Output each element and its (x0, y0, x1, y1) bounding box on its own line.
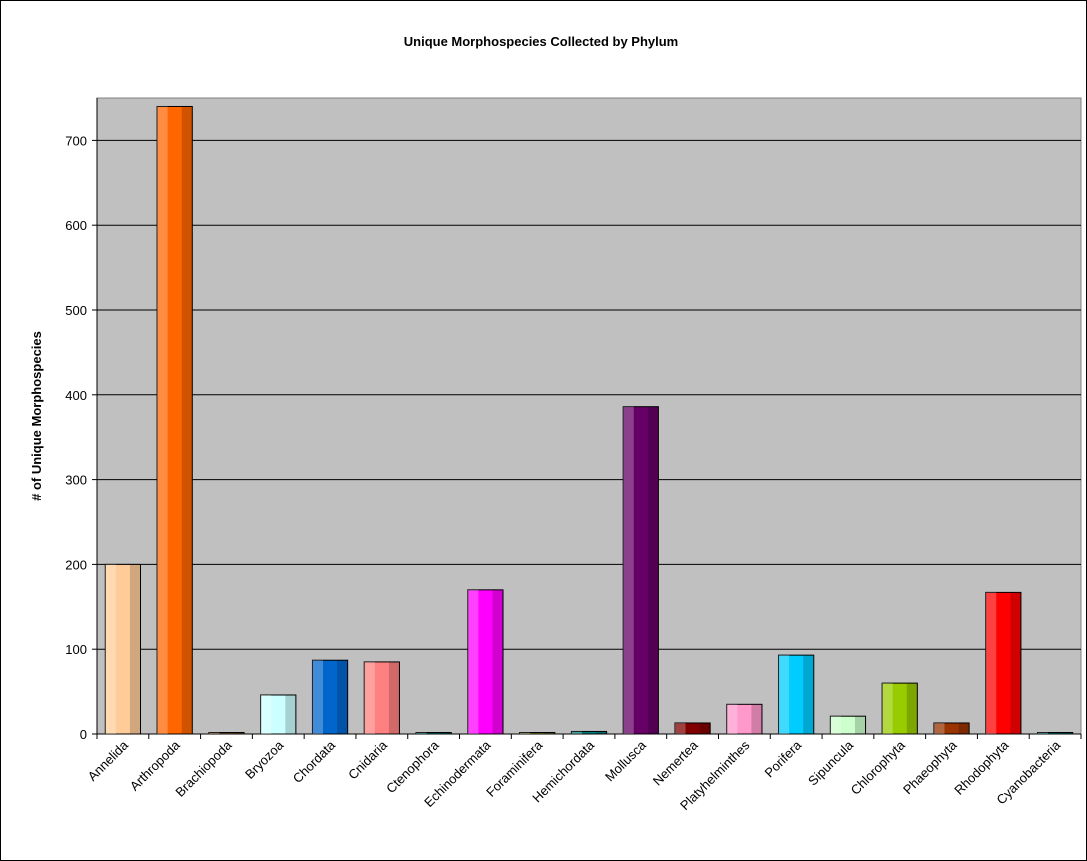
bar-highlight (312, 660, 324, 734)
bar-highlight (467, 589, 479, 734)
bar-annelida (104, 563, 142, 735)
bar-bryozoa (260, 694, 297, 735)
bar-highlight (674, 722, 686, 734)
bar-highlight (726, 704, 738, 734)
x-tick-label: Cnidaria (345, 737, 390, 782)
x-tick-label: Bryozoa (242, 737, 287, 782)
bar-chlorophyta (881, 682, 918, 735)
y-axis-label: # of Unique Morphospecies (29, 331, 44, 501)
bar-shadow (1010, 592, 1021, 734)
bar-highlight (416, 732, 427, 734)
x-tick-label: Sipuncula (805, 737, 857, 789)
bar-shadow (129, 564, 141, 734)
plot-area: 0 100 200 300 400 500 600 700 AnnelidaArthropoda… (65, 97, 1082, 813)
bar-shadow (1062, 732, 1073, 734)
bar-shadow (958, 722, 970, 734)
bar-shadow (544, 732, 555, 734)
bar-highlight (1037, 732, 1049, 734)
bar-highlight (208, 732, 220, 734)
x-tick-label: Arthropoda (127, 737, 184, 794)
x-tick-label: Nemertea (650, 737, 702, 789)
bar-shadow (751, 704, 762, 734)
y-tick-label: 100 (65, 642, 87, 657)
bar-highlight (882, 683, 893, 734)
plot-background (96, 97, 1082, 735)
bar-shadow (440, 732, 452, 734)
bar-shadow (181, 106, 193, 735)
bar-highlight (623, 406, 634, 734)
bar-highlight (519, 732, 531, 734)
x-tick-label: Chlorophyta (848, 737, 909, 798)
y-tick-label: 400 (65, 388, 87, 403)
y-tick-label: 0 (80, 727, 87, 742)
bar-mollusca (622, 406, 659, 735)
y-tick-label: 700 (65, 133, 87, 148)
bar-brachiopoda (208, 732, 245, 735)
y-tick-label: 300 (65, 473, 87, 488)
bar-ctenophora (415, 732, 452, 735)
bar-phaeophyta (933, 722, 970, 735)
bar-highlight (260, 694, 272, 734)
x-tick-label: Mollusca (602, 737, 649, 784)
bar-sipuncula (829, 715, 867, 735)
bar-shadow (285, 694, 296, 734)
bar-shadow (647, 406, 659, 734)
bar-echinodermata (467, 589, 504, 735)
y-tick-label: 600 (65, 218, 87, 233)
bar-shadow (596, 731, 607, 734)
bar-highlight (933, 722, 945, 734)
bar-shadow (803, 655, 814, 734)
bar-shadow (906, 683, 918, 734)
bar-shadow (388, 661, 400, 734)
x-tick-label: Annelida (85, 737, 132, 784)
bar-nemertea (674, 722, 711, 735)
bar-shadow (492, 589, 504, 734)
bar-highlight (105, 564, 116, 734)
bar-highlight (778, 655, 790, 734)
bar-highlight (157, 106, 168, 735)
x-tick-label: Chordata (290, 737, 339, 786)
bar-highlight (830, 716, 841, 734)
x-tick-label: Porifera (761, 737, 804, 780)
y-tick-label: 200 (65, 557, 87, 572)
bar-platyhelminthes (726, 703, 763, 735)
bar-rhodophyta (985, 591, 1022, 735)
bar-highlight (571, 731, 582, 734)
bar-shadow (233, 732, 245, 734)
bar-shadow (337, 660, 348, 734)
bar-foraminifera (519, 732, 556, 735)
x-tick-label: Brachiopoda (172, 737, 235, 800)
bar-arthropoda (156, 105, 193, 735)
bar-hemichordata (570, 730, 608, 735)
bar-shadow (854, 716, 866, 734)
bar-chordata (311, 659, 349, 735)
bar-porifera (778, 654, 815, 735)
y-tick-label: 500 (65, 303, 87, 318)
bar-cnidaria (363, 661, 400, 735)
bar-highlight (985, 592, 997, 734)
chart-title: Unique Morphospecies Collected by Phylum (404, 34, 679, 49)
bar-cyanobacteria (1036, 732, 1074, 735)
bar-highlight (364, 661, 375, 734)
bar-shadow (699, 722, 711, 734)
